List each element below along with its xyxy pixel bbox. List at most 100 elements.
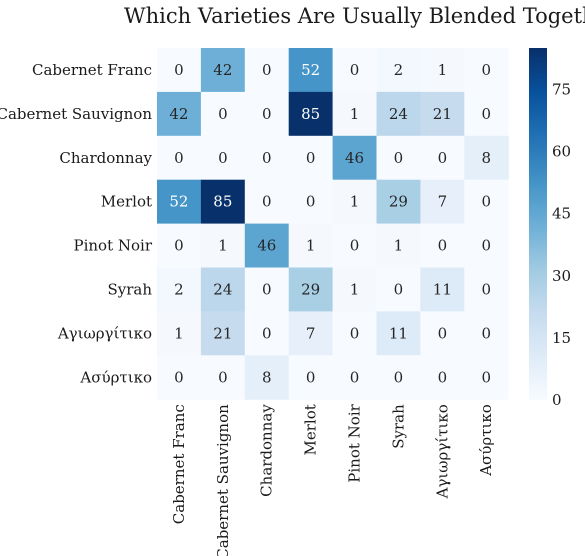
cell-annotations: 0 42 0 52 0 2 1 042 0 0 85 1 24 21 00 0 0 0 46 0 0 852 85 0 0 1 29… xyxy=(169,61,491,386)
heatmap-cell xyxy=(157,223,202,269)
heatmap-cell xyxy=(200,355,246,400)
heatmap-cell xyxy=(244,311,290,356)
heatmap-cell xyxy=(200,135,246,181)
column-tick-label: Merlot xyxy=(302,404,320,455)
row-tick-label: Merlot xyxy=(101,193,152,211)
heatmap-cell xyxy=(244,223,290,269)
cell-value-label: 0 xyxy=(481,324,491,342)
heatmap-cell xyxy=(332,135,378,181)
cell-value-label: 0 xyxy=(262,193,272,211)
heatmap-cells xyxy=(157,48,509,400)
heatmap-cell xyxy=(288,179,334,225)
cell-value-label: 1 xyxy=(174,324,184,342)
heatmap-cell xyxy=(420,91,465,137)
cell-value-label: 0 xyxy=(262,61,272,79)
heatmap-cell xyxy=(244,179,290,225)
heatmap-cell xyxy=(332,48,378,93)
heatmap-cell xyxy=(420,223,465,269)
cell-value-label: 7 xyxy=(438,193,448,211)
heatmap-cell xyxy=(376,267,421,312)
heatmap-cell xyxy=(288,311,334,356)
heatmap-cell xyxy=(288,223,334,269)
heatmap-cell xyxy=(244,48,290,93)
cell-value-label: 0 xyxy=(218,105,228,123)
cell-value-label: 0 xyxy=(262,105,272,123)
colorbar-tick-label: 75 xyxy=(552,80,571,98)
cell-value-label: 42 xyxy=(213,61,232,79)
heatmap-cell xyxy=(200,48,246,93)
heatmap-cell xyxy=(420,311,465,356)
heatmap-cell xyxy=(420,355,465,400)
heatmap-cell xyxy=(288,48,334,93)
cell-value-label: 7 xyxy=(306,324,316,342)
heatmap-cell xyxy=(464,179,509,225)
cell-value-label: 0 xyxy=(174,61,184,79)
cell-value-label: 52 xyxy=(169,193,188,211)
cell-value-label: 0 xyxy=(218,149,228,167)
heatmap-cell xyxy=(376,91,421,137)
heatmap-cell xyxy=(157,267,202,312)
cell-value-label: 11 xyxy=(389,324,408,342)
cell-value-label: 24 xyxy=(389,105,408,123)
row-tick-label: Pinot Noir xyxy=(73,237,152,255)
cell-value-label: 0 xyxy=(218,368,228,386)
heatmap-cell xyxy=(157,311,202,356)
cell-value-label: 0 xyxy=(350,61,360,79)
heatmap-cell xyxy=(200,91,246,137)
heatmap-cell xyxy=(157,48,202,93)
cell-value-label: 0 xyxy=(481,61,491,79)
heatmap-cell xyxy=(376,48,421,93)
row-tick-label: Cabernet Franc xyxy=(32,61,152,79)
cell-value-label: 42 xyxy=(169,105,188,123)
colorbar-gradient xyxy=(529,48,547,400)
chart-title: Which Varieties Are Usually Blended Toge… xyxy=(124,4,585,28)
heatmap-cell xyxy=(420,267,465,312)
cell-value-label: 0 xyxy=(262,149,272,167)
heatmap-cell xyxy=(244,91,290,137)
cell-value-label: 21 xyxy=(433,105,452,123)
cell-value-label: 1 xyxy=(350,193,360,211)
colorbar-tick-label: 60 xyxy=(552,143,571,161)
heatmap-cell xyxy=(200,311,246,356)
cell-value-label: 0 xyxy=(262,324,272,342)
heatmap-cell xyxy=(464,355,509,400)
heatmap-cell xyxy=(376,311,421,356)
heatmap-cell xyxy=(376,135,421,181)
cell-value-label: 0 xyxy=(174,368,184,386)
heatmap-cell xyxy=(420,135,465,181)
cell-value-label: 0 xyxy=(481,280,491,298)
cell-value-label: 0 xyxy=(350,368,360,386)
cell-value-label: 85 xyxy=(213,193,232,211)
colorbar-tick-label: 0 xyxy=(552,391,562,409)
cell-value-label: 0 xyxy=(481,193,491,211)
cell-value-label: 1 xyxy=(438,61,448,79)
colorbar: 0 15 30 45 60 75 xyxy=(529,48,571,409)
heatmap-cell xyxy=(332,355,378,400)
cell-value-label: 1 xyxy=(350,280,360,298)
cell-value-label: 0 xyxy=(306,193,316,211)
heatmap-cell xyxy=(157,179,202,225)
cell-value-label: 0 xyxy=(394,368,404,386)
cell-value-label: 0 xyxy=(438,237,448,255)
row-tick-label: Ασύρτικο xyxy=(79,368,152,386)
heatmap-cell xyxy=(376,355,421,400)
column-tick-label: Syrah xyxy=(389,404,407,449)
cell-value-label: 0 xyxy=(438,368,448,386)
cell-value-label: 29 xyxy=(389,193,408,211)
cell-value-label: 1 xyxy=(306,237,316,255)
heatmap-cell xyxy=(464,135,509,181)
heatmap-cell xyxy=(464,223,509,269)
column-tick-label: Αγιωργίτικο xyxy=(433,404,451,499)
cell-value-label: 0 xyxy=(350,237,360,255)
cell-value-label: 0 xyxy=(350,324,360,342)
cell-value-label: 46 xyxy=(345,149,364,167)
cell-value-label: 0 xyxy=(262,280,272,298)
heatmap-cell xyxy=(376,179,421,225)
cell-value-label: 2 xyxy=(174,280,184,298)
cell-value-label: 24 xyxy=(213,280,232,298)
heatmap-cell xyxy=(200,267,246,312)
column-tick-label: Ασύρτικο xyxy=(477,404,495,477)
cell-value-label: 11 xyxy=(433,280,452,298)
colorbar-tick-label: 45 xyxy=(552,205,571,223)
cell-value-label: 0 xyxy=(174,237,184,255)
